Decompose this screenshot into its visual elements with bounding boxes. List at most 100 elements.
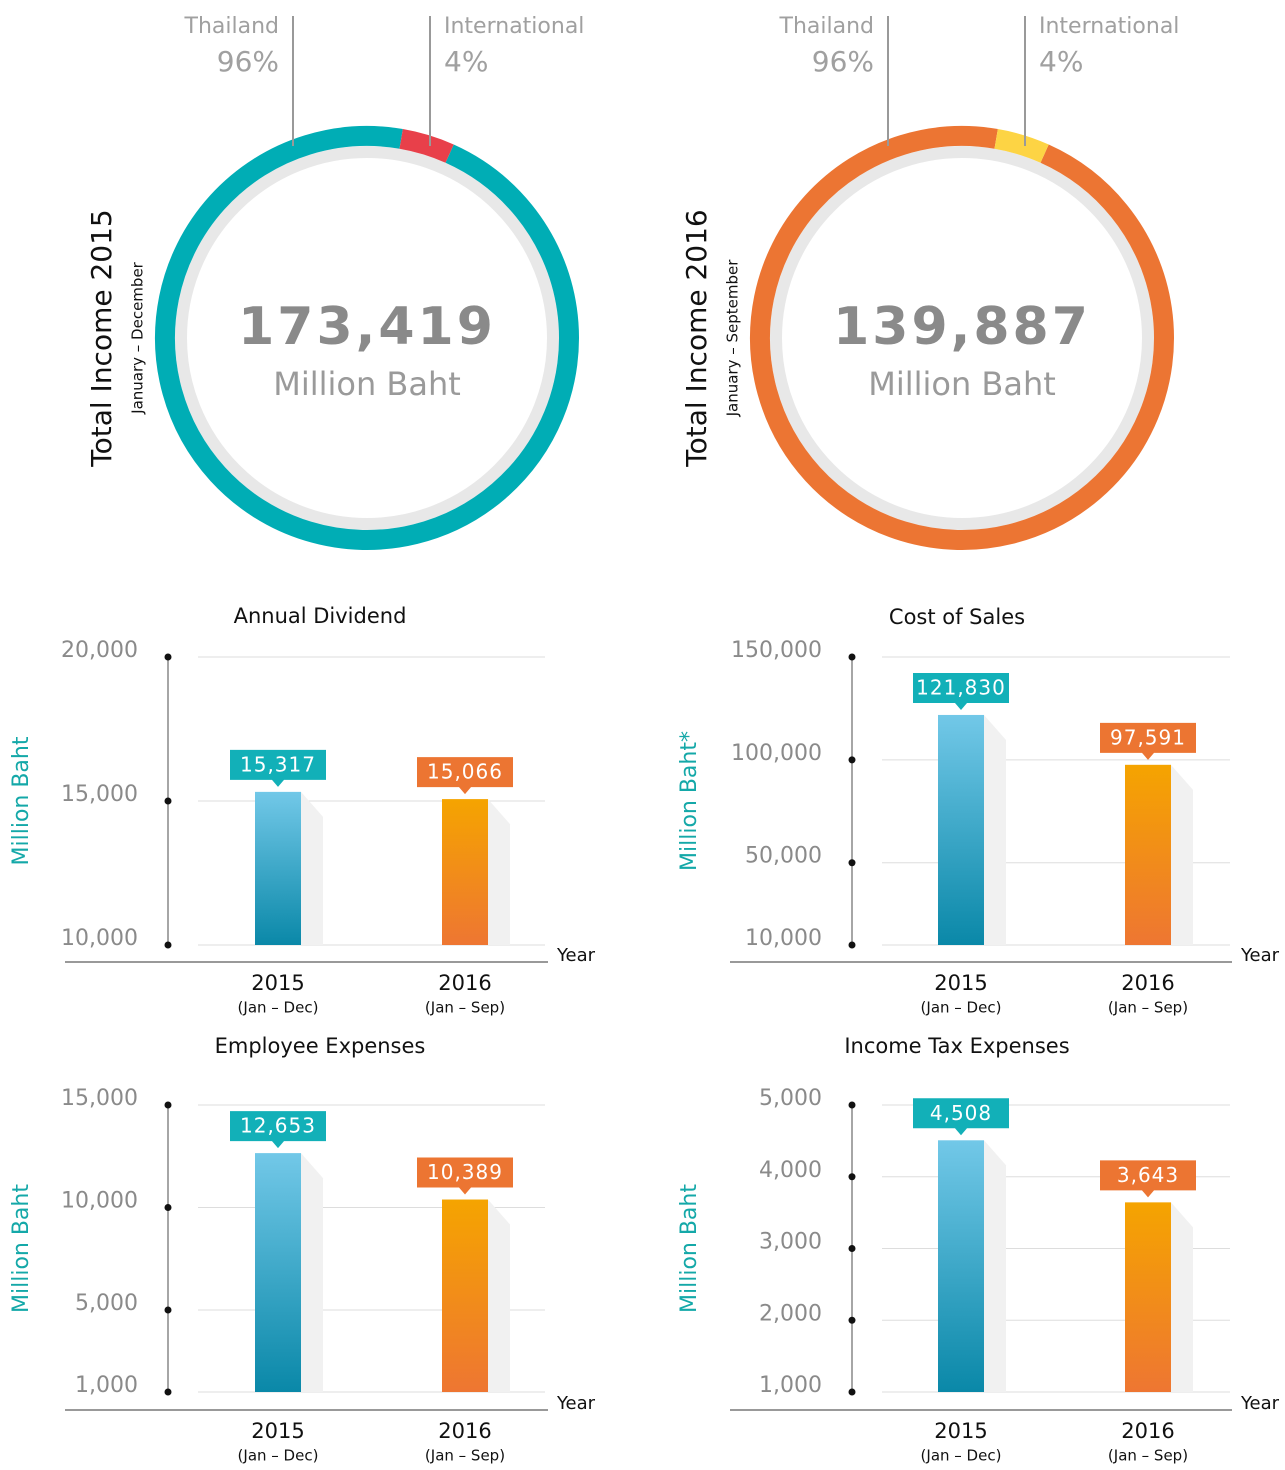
- value-label-box: [1100, 1160, 1196, 1198]
- value-label: 96%: [812, 45, 874, 78]
- legend-label: Thailand: [184, 14, 279, 39]
- value-label: 15,066: [427, 760, 503, 784]
- x-tick-label: 2016: [438, 1419, 491, 1443]
- total-value: 173,419: [238, 297, 496, 357]
- bar-shadow: [301, 1153, 323, 1392]
- x-tick-label: 2016: [1121, 1419, 1174, 1443]
- bar-shadow: [1171, 764, 1193, 945]
- x-axis-label: Year: [556, 1393, 596, 1414]
- donut-segment: [750, 126, 1174, 550]
- tick-dot: [164, 1306, 172, 1314]
- value-label: 3,643: [1117, 1163, 1179, 1187]
- tick-dot: [848, 1101, 856, 1109]
- tick-dot: [848, 1388, 856, 1396]
- value-label-box: [1100, 722, 1196, 760]
- y-axis-label: Million Baht: [9, 1184, 34, 1313]
- donut-title: Total Income 2016: [680, 209, 713, 467]
- bar-shadow: [488, 799, 510, 945]
- donut-segment: [994, 129, 1049, 163]
- y-tick-label: 3,000: [759, 1230, 822, 1255]
- bar: [442, 799, 488, 945]
- x-tick-label: 2016: [1121, 971, 1174, 995]
- x-tick-note: (Jan – Sep): [425, 999, 505, 1017]
- x-axis-label: Year: [1240, 945, 1280, 966]
- y-tick-label: 1,000: [75, 1373, 138, 1398]
- tick-dot: [164, 1388, 172, 1396]
- bar-shadow: [1171, 1202, 1193, 1392]
- tick-dot: [848, 941, 856, 949]
- donut-title: Total Income 2015: [85, 209, 118, 467]
- legend-label: International: [444, 14, 584, 39]
- tick-dot: [164, 1101, 172, 1109]
- value-label: 10,389: [427, 1160, 503, 1184]
- donut-segment: [399, 129, 454, 163]
- value-label-box: [913, 1098, 1009, 1136]
- total-unit: Million Baht: [273, 365, 461, 403]
- y-tick-label: 5,000: [75, 1291, 138, 1316]
- value-label: 4,508: [930, 1101, 992, 1125]
- total-value: 139,887: [833, 297, 1091, 357]
- x-tick-label: 2015: [934, 1419, 987, 1443]
- bar-shadow: [301, 791, 323, 945]
- y-tick-label: 10,000: [61, 926, 138, 951]
- inner-ring: [770, 146, 1154, 530]
- inner-ring: [175, 146, 559, 530]
- x-axis-label: Year: [1240, 1393, 1280, 1414]
- total-unit: Million Baht: [868, 365, 1056, 403]
- donut-subtitle: January – December: [129, 261, 147, 415]
- y-tick-label: 15,000: [61, 782, 138, 807]
- tick-dot: [164, 797, 172, 805]
- y-tick-label: 20,000: [61, 638, 138, 663]
- value-label-box: [913, 672, 1009, 710]
- y-axis-label: Million Baht: [9, 736, 34, 865]
- value-label-box: [230, 1111, 326, 1149]
- bar: [1125, 764, 1171, 945]
- bar-shadow: [984, 1140, 1006, 1392]
- chart-title: Cost of Sales: [889, 605, 1025, 629]
- x-axis-label: Year: [556, 945, 596, 966]
- value-label: 12,653: [240, 1114, 316, 1138]
- x-tick-note: (Jan – Dec): [238, 1447, 319, 1465]
- y-tick-label: 10,000: [61, 1189, 138, 1214]
- x-tick-note: (Jan – Dec): [238, 999, 319, 1017]
- value-label-box: [417, 1157, 513, 1195]
- value-label: 15,317: [240, 752, 316, 776]
- x-tick-label: 2016: [438, 971, 491, 995]
- y-tick-label: 10,000: [745, 926, 822, 951]
- tick-dot: [164, 941, 172, 949]
- y-tick-label: 50,000: [745, 844, 822, 869]
- value-label: 4%: [1039, 45, 1083, 78]
- bar: [938, 1140, 984, 1392]
- value-label-box: [230, 749, 326, 787]
- tick-dot: [848, 1245, 856, 1252]
- bar: [255, 791, 301, 945]
- tick-dot: [164, 653, 172, 661]
- x-tick-label: 2015: [934, 971, 987, 995]
- value-label: 4%: [444, 45, 488, 78]
- donut-segment: [155, 126, 579, 550]
- y-tick-label: 15,000: [61, 1086, 138, 1111]
- tick-dot: [848, 859, 856, 867]
- bar: [938, 714, 984, 945]
- chart-title: Employee Expenses: [215, 1034, 426, 1058]
- x-tick-label: 2015: [251, 971, 304, 995]
- x-tick-note: (Jan – Dec): [921, 999, 1002, 1017]
- tick-dot: [848, 1316, 856, 1324]
- value-label-box: [417, 757, 513, 795]
- donut-subtitle: January – September: [724, 259, 742, 418]
- tick-dot: [848, 653, 856, 661]
- y-tick-label: 150,000: [731, 638, 822, 663]
- bar: [255, 1153, 301, 1392]
- y-tick-label: 4,000: [759, 1158, 822, 1183]
- y-tick-label: 5,000: [759, 1086, 822, 1111]
- bar: [1125, 1202, 1171, 1392]
- tick-dot: [848, 1173, 856, 1181]
- y-tick-label: 2,000: [759, 1301, 822, 1326]
- y-tick-label: 1,000: [759, 1373, 822, 1398]
- legend-label: International: [1039, 14, 1179, 39]
- bar: [442, 1199, 488, 1392]
- x-tick-note: (Jan – Sep): [1108, 999, 1188, 1017]
- tick-dot: [848, 756, 856, 764]
- y-axis-label: Million Baht*: [677, 731, 702, 871]
